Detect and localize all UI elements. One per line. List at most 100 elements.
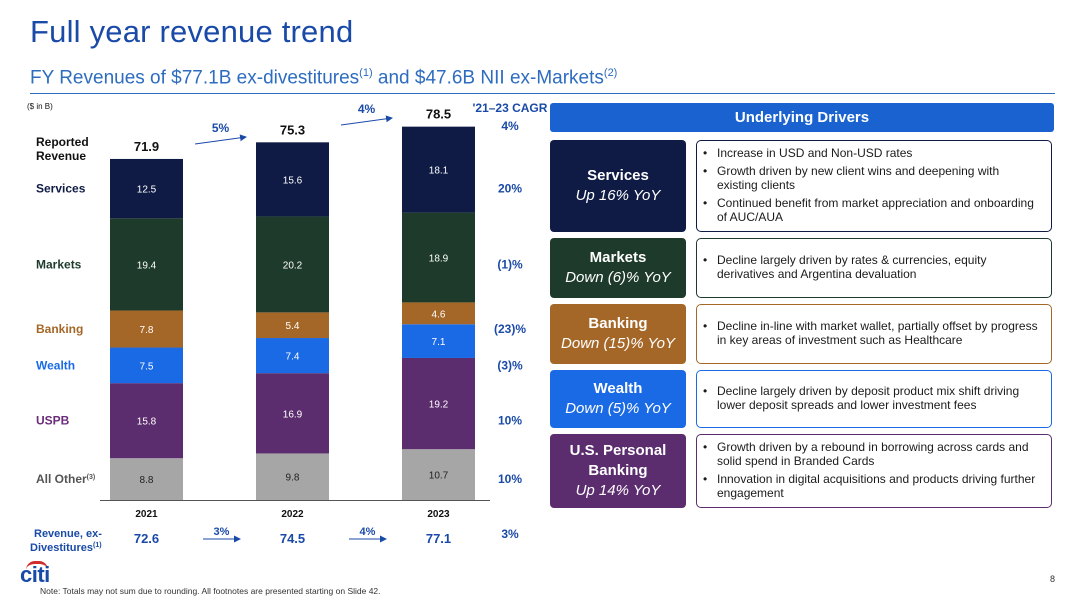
drivers-header: Underlying Drivers [550, 103, 1054, 132]
driver-name: Banking [588, 315, 648, 332]
bar-segment-services [256, 142, 329, 217]
driver-details-markets: Decline largely driven by rates & curren… [696, 238, 1052, 298]
growth-arrow [340, 115, 393, 126]
bar-value-label: 16.9 [283, 409, 303, 420]
total-label: 75.3 [280, 122, 305, 137]
bar-segment-services [110, 158, 183, 219]
x-tick-label: 2022 [281, 509, 304, 520]
driver-yoy: Down (5)% YoY [565, 400, 671, 417]
bar-segment-uspb [256, 373, 329, 454]
subtitle-part1: FY Revenues of $77.1B ex-divestitures [30, 67, 360, 89]
growth-label: 5% [212, 121, 230, 135]
legend-footnote: (3) [87, 474, 96, 481]
driver-bullet: Growth driven by new client wins and dee… [703, 164, 1043, 192]
driver-details-wealth: Decline largely driven by deposit produc… [696, 370, 1052, 428]
bar-segment-banking [256, 312, 329, 339]
bar-segment-wealth [110, 347, 183, 384]
ex-div-value: 74.5 [280, 531, 305, 546]
citi-logo-arc [26, 561, 48, 570]
bar-segment-all-other [256, 453, 329, 500]
bar-value-label: 19.2 [429, 400, 449, 411]
page-subtitle: FY Revenues of $77.1B ex-divestitures(1)… [30, 67, 617, 89]
bar-segment-uspb [402, 357, 475, 450]
driver-tag-banking: Banking Down (15)% YoY [550, 304, 686, 364]
subtitle-footnote-2: (2) [603, 67, 618, 79]
reported-revenue-label-2: Revenue [36, 149, 86, 163]
cagr-header: '21–23 CAGR [473, 101, 548, 115]
bar-segment-banking [402, 302, 475, 325]
bar-value-label: 7.5 [140, 361, 154, 372]
title-divider [30, 93, 1055, 94]
bar-segment-uspb [110, 383, 183, 459]
driver-name: Wealth [593, 380, 643, 397]
cagr-value: (23)% [494, 322, 526, 336]
ex-div-value: 77.1 [426, 531, 451, 546]
bar-value-label: 9.8 [286, 473, 300, 484]
legend-label-markets: Markets [36, 257, 82, 271]
cagr-value: 20% [498, 182, 522, 196]
bar-value-label: 20.2 [283, 260, 303, 271]
driver-yoy: Up 14% YoY [575, 482, 661, 499]
bar-segment-wealth [256, 338, 329, 374]
bar-value-label: 5.4 [286, 321, 300, 332]
driver-bullet: Decline in-line with market wallet, part… [703, 319, 1043, 347]
driver-bullet-list: Decline largely driven by rates & curren… [703, 252, 1043, 285]
bar-segment-markets [402, 212, 475, 303]
driver-yoy: Up 16% YoY [575, 187, 661, 204]
bar-value-label: 7.8 [140, 325, 154, 336]
driver-tag-services: Services Up 16% YoY [550, 140, 686, 232]
bar-value-label: 18.1 [429, 166, 449, 177]
cagr-value: (1)% [497, 257, 523, 271]
x-tick-label: 2021 [135, 509, 158, 520]
driver-bullet-list: Decline in-line with market wallet, part… [703, 318, 1043, 351]
legend-label-services: Services [36, 182, 86, 196]
bar-value-label: 7.1 [432, 337, 446, 348]
bar-value-label: 8.8 [140, 475, 154, 486]
driver-tag-u-s-personal-banking: U.S. Personal Banking Up 14% YoY [550, 434, 686, 508]
x-tick-label: 2023 [427, 509, 450, 520]
driver-bullet-list: Growth driven by a rebound in borrowing … [703, 439, 1043, 504]
revenue-stacked-bar-chart: 8.8 15.8 7.5 7.8 19.4 12.5 71.9 2021 9.8 16.9 7.4 5… [27, 101, 548, 554]
cagr-value: 10% [498, 414, 522, 428]
legend-label-all-other: All Other(3) [36, 472, 95, 486]
ex-div-growth-label: 4% [360, 526, 376, 538]
bar-segment-all-other [402, 449, 475, 500]
driver-name: U.S. Personal Banking [569, 442, 667, 479]
total-label: 78.5 [426, 107, 451, 122]
driver-tag-wealth: Wealth Down (5)% YoY [550, 370, 686, 428]
driver-bullet-list: Decline largely driven by deposit produc… [703, 383, 1043, 416]
subtitle-part2: and $47.6B NII ex-Markets [372, 67, 604, 89]
driver-details-u-s-personal-banking: Growth driven by a rebound in borrowing … [696, 434, 1052, 508]
ex-div-cagr: 3% [501, 527, 519, 541]
growth-arrow [194, 134, 247, 145]
driver-details-banking: Decline in-line with market wallet, part… [696, 304, 1052, 364]
page-number: 8 [1050, 574, 1056, 584]
bar-value-label: 19.4 [137, 260, 157, 271]
driver-bullet: Increase in USD and Non-USD rates [703, 146, 1043, 160]
bar-value-label: 12.5 [137, 185, 157, 196]
driver-tag-markets: Markets Down (6)% YoY [550, 238, 686, 298]
subtitle-footnote-1: (1) [359, 67, 373, 79]
bar-segment-services [402, 126, 475, 213]
bar-segment-wealth [402, 324, 475, 358]
legend-label-uspb: USPB [36, 414, 70, 428]
cagr-value: 10% [498, 472, 522, 486]
driver-bullet: Innovation in digital acquisitions and p… [703, 472, 1043, 500]
bar-value-label: 10.7 [429, 471, 449, 482]
reported-revenue-label-1: Reported [36, 135, 89, 149]
bar-value-label: 18.9 [429, 254, 449, 265]
driver-yoy: Down (15)% YoY [561, 335, 675, 352]
driver-name: Services [587, 167, 649, 184]
bar-value-label: 7.4 [286, 352, 300, 363]
driver-name: Markets [589, 249, 647, 266]
driver-bullet: Decline largely driven by rates & curren… [703, 253, 1043, 281]
ex-div-growth-label: 3% [214, 526, 230, 538]
driver-details-services: Increase in USD and Non-USD rates Growth … [696, 140, 1052, 232]
driver-bullet: Continued benefit from market appreciati… [703, 196, 1043, 224]
bar-value-label: 15.8 [137, 417, 157, 428]
bar-segment-all-other [110, 458, 183, 500]
bar-segment-banking [110, 310, 183, 348]
bar-segment-markets [256, 216, 329, 313]
footer-note: Note: Totals may not sum due to rounding… [40, 586, 381, 596]
driver-yoy: Down (6)% YoY [565, 269, 671, 286]
